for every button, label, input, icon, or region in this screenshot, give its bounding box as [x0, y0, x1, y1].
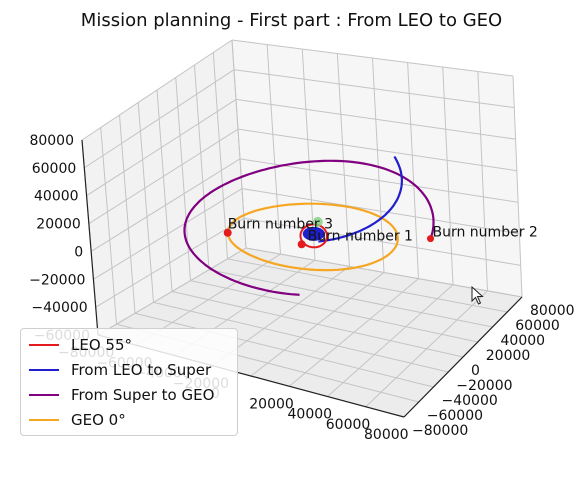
x-tick-label: 20000 [249, 396, 294, 412]
burn-2-marker [427, 235, 435, 243]
series-line-super-to-geo [183, 159, 435, 296]
legend-swatch-geo [29, 418, 59, 421]
grid-line-left-vertical [100, 127, 117, 325]
grid-line-left-vertical [156, 89, 173, 292]
x-tick-label: 40000 [288, 407, 333, 423]
grid-line-floor-x [327, 284, 454, 397]
legend-label-leo-to-super: From LEO to Super [71, 360, 212, 379]
grid-line-floor-x [288, 278, 419, 387]
y-tick-label: 20000 [486, 348, 531, 364]
burn-3-marker [223, 228, 232, 237]
legend-label-geo: GEO 0° [71, 410, 126, 429]
chart-title: Mission planning - First part : From LEO… [80, 10, 503, 31]
grid-line-left-vertical [194, 64, 210, 270]
legend-item-leo: LEO 55° [29, 332, 237, 357]
grid-line-left-horizontal [86, 99, 237, 197]
legend-item-leo-to-super: From LEO to Super [29, 357, 237, 382]
grid-line-back-vertical [442, 66, 454, 285]
grid-line-back-horizontal [237, 128, 517, 172]
series-line-leo [299, 223, 328, 249]
pane-floor [98, 248, 522, 417]
legend-swatch-leo-to-super [29, 368, 59, 371]
grid-line-left-horizontal [88, 128, 239, 224]
grid-line-left-horizontal [84, 69, 235, 169]
grid-line-floor-x [365, 290, 488, 408]
z-tick-label: −40000 [31, 300, 87, 316]
series-line-leo-to-super [318, 155, 404, 243]
y-tick-label: 80000 [530, 303, 575, 319]
legend-item-geo: GEO 0° [29, 407, 237, 432]
chart-legend: LEO 55° From LEO to Super From Super to … [20, 328, 238, 436]
grid-line-floor-y [171, 291, 464, 358]
grid-line-left-vertical [212, 52, 228, 259]
z-tick-label: 20000 [36, 217, 81, 233]
grid-line-left-horizontal [93, 188, 243, 280]
grid-line-left-horizontal [97, 247, 247, 336]
z-tick-label: 80000 [29, 133, 74, 149]
grid-line-back-horizontal [233, 69, 515, 109]
grid-line-back-horizontal [231, 39, 514, 77]
legend-label-leo: LEO 55° [71, 335, 132, 354]
y-axis-line [403, 296, 523, 418]
legend-item-super-to-geo: From Super to GEO [29, 382, 237, 407]
z-tick-label: 0 [74, 244, 83, 260]
y-tick-label: −40000 [442, 393, 498, 409]
grid-line-left-horizontal [90, 158, 241, 252]
z-axis-line [81, 139, 99, 336]
grid-line-back-vertical [407, 62, 419, 279]
grid-line-back-horizontal [239, 158, 519, 203]
y-tick-label: 40000 [501, 333, 546, 349]
y-tick-label: 0 [471, 363, 480, 379]
grid-line-back-horizontal [245, 247, 523, 298]
y-tick-label: −60000 [427, 408, 483, 424]
grid-line-left-vertical [137, 102, 154, 303]
burn-3-label: Burn number 3 [228, 217, 333, 233]
burn-2-label: Burn number 2 [433, 225, 538, 241]
grid-line-back-horizontal [243, 217, 521, 266]
grid-line-left-vertical [119, 114, 136, 314]
grid-line-floor-y [153, 301, 449, 373]
grid-line-back-vertical [266, 44, 281, 255]
grid-line-back-vertical [512, 75, 523, 298]
y-tick-label: −20000 [456, 378, 512, 394]
y-tick-label: 60000 [515, 318, 560, 334]
y-tick-label: −80000 [412, 423, 468, 439]
grid-line-left-horizontal [95, 217, 245, 308]
burn-1-marker [297, 240, 306, 249]
grid-line-back-vertical [477, 71, 488, 291]
grid-line-left-horizontal [81, 39, 233, 141]
green-marker [312, 216, 323, 227]
z-tick-label: −20000 [29, 272, 85, 288]
earth-marker [302, 226, 325, 241]
legend-label-super-to-geo: From Super to GEO [71, 385, 215, 404]
z-tick-label: 60000 [32, 161, 77, 177]
grid-line-left-vertical [231, 39, 247, 249]
burn-1-label: Burn number 1 [308, 228, 413, 244]
grid-line-back-vertical [336, 53, 350, 267]
grid-line-back-horizontal [235, 98, 516, 140]
x-tick-label: 80000 [364, 427, 409, 443]
grid-line-back-horizontal [241, 188, 520, 235]
grid-line-floor-y [134, 312, 434, 388]
mouse-pointer-icon [471, 286, 484, 305]
legend-swatch-leo [29, 343, 59, 346]
legend-swatch-super-to-geo [29, 393, 59, 396]
grid-line-back-vertical [372, 57, 385, 273]
z-tick-label: 40000 [34, 189, 79, 205]
x-tick-label: 60000 [326, 417, 371, 433]
